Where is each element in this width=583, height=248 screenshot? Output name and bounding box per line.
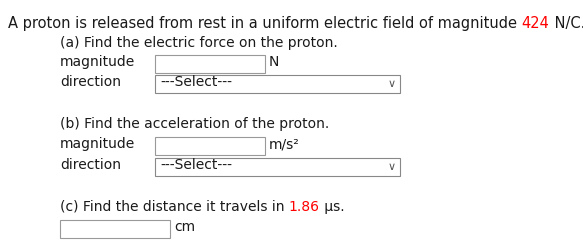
Text: A proton is released from rest in a uniform electric field of magnitude: A proton is released from rest in a unif…	[8, 16, 522, 31]
Text: magnitude: magnitude	[60, 55, 135, 69]
Text: N/C.: N/C.	[550, 16, 583, 31]
Text: ---Select---: ---Select---	[160, 75, 232, 89]
Text: 424: 424	[522, 16, 550, 31]
FancyBboxPatch shape	[155, 75, 400, 93]
Text: ∨: ∨	[387, 162, 395, 172]
FancyBboxPatch shape	[155, 55, 265, 73]
Text: magnitude: magnitude	[60, 137, 135, 151]
Text: 1.86: 1.86	[289, 200, 320, 214]
Text: direction: direction	[60, 75, 121, 89]
FancyBboxPatch shape	[155, 158, 400, 176]
FancyBboxPatch shape	[60, 220, 170, 238]
Text: ∨: ∨	[387, 79, 395, 89]
Text: (c) Find the distance it travels in: (c) Find the distance it travels in	[60, 200, 289, 214]
Text: ---Select---: ---Select---	[160, 158, 232, 172]
Text: direction: direction	[60, 158, 121, 172]
FancyBboxPatch shape	[155, 137, 265, 155]
Text: μs.: μs.	[320, 200, 345, 214]
Text: m/s²: m/s²	[269, 137, 300, 151]
Text: cm: cm	[174, 220, 195, 234]
Text: (a) Find the electric force on the proton.: (a) Find the electric force on the proto…	[60, 36, 338, 50]
Text: N: N	[269, 55, 279, 69]
Text: (b) Find the acceleration of the proton.: (b) Find the acceleration of the proton.	[60, 117, 329, 131]
